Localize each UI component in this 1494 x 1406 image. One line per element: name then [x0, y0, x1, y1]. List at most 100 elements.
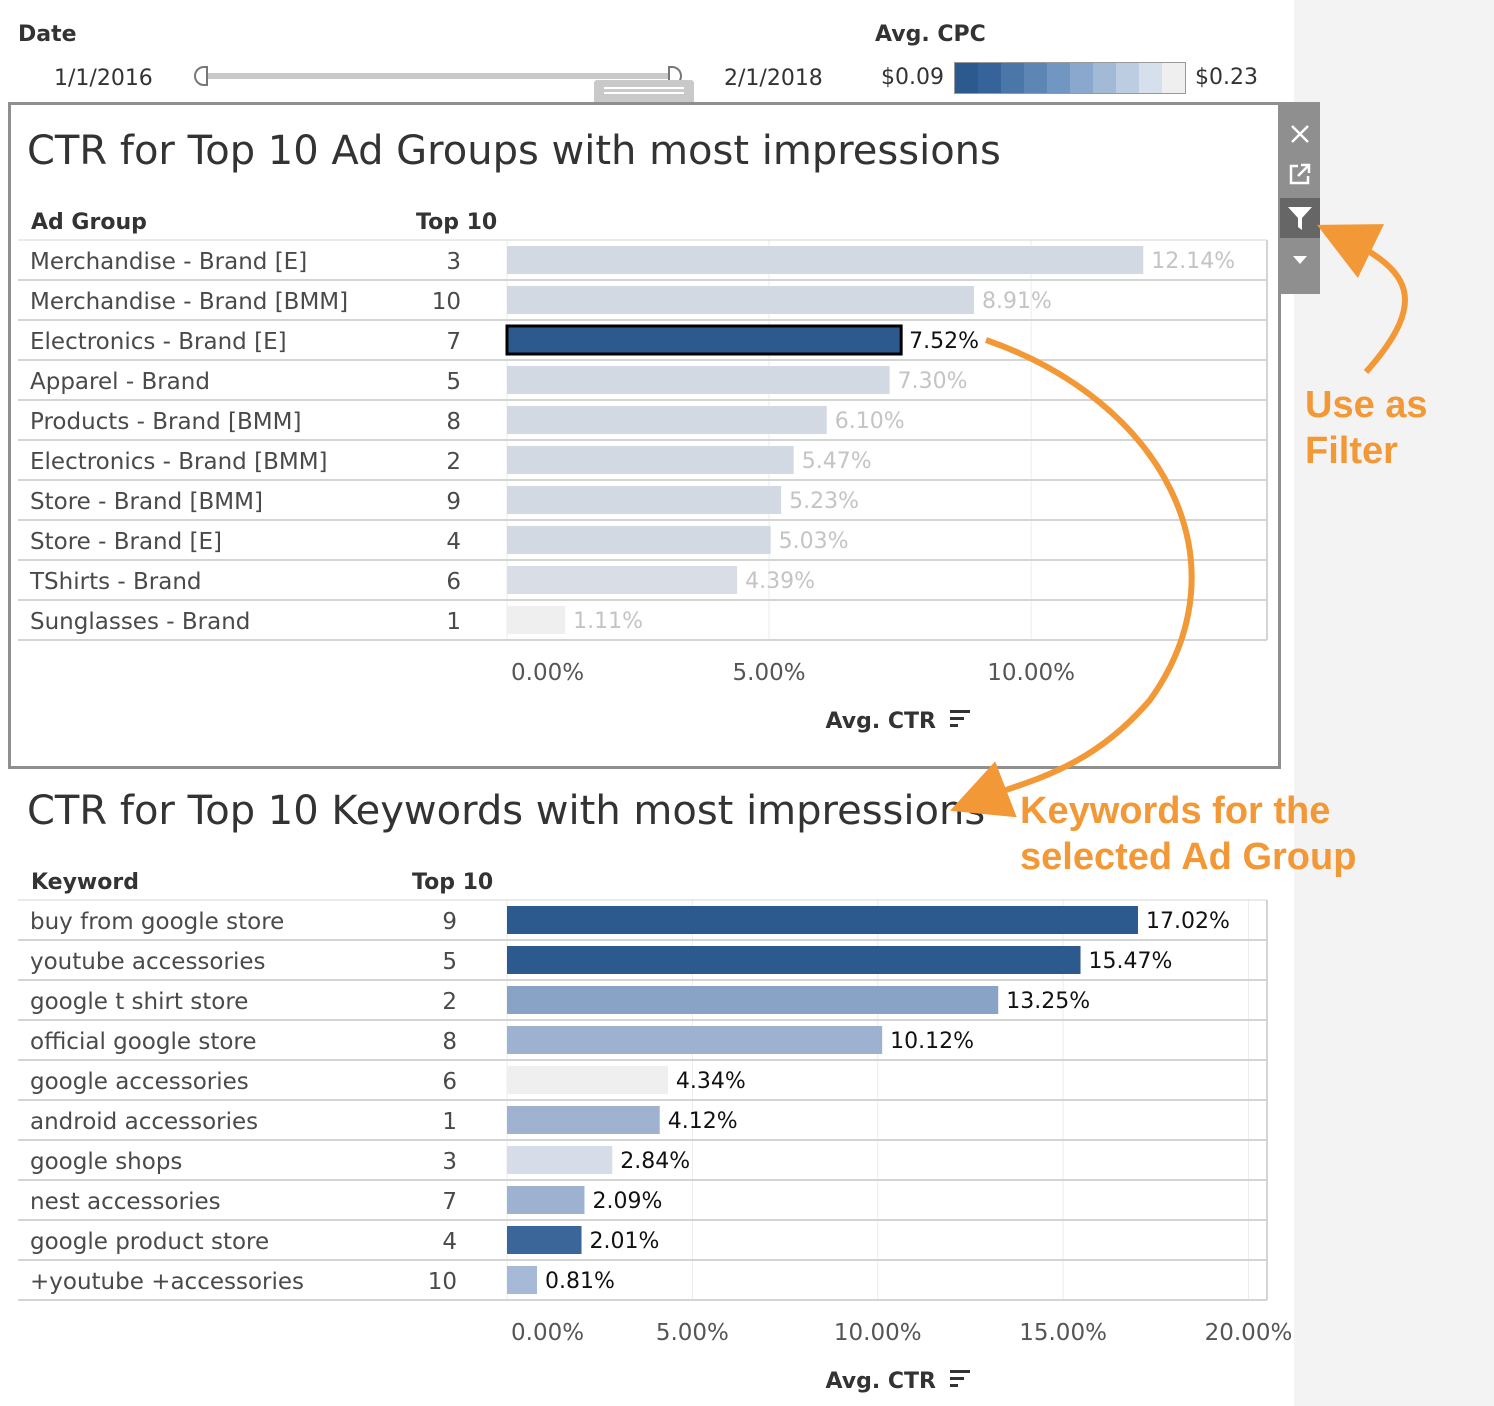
bar [507, 1186, 585, 1214]
use-as-filter-annotation: Use as Filter [1305, 382, 1428, 474]
row-label: google product store [30, 1229, 269, 1255]
rank-value: 7 [442, 1189, 457, 1215]
bar [507, 1066, 668, 1094]
data-label: 4.34% [676, 1069, 746, 1094]
cpc-legend-min: $0.09 [881, 65, 944, 90]
rank-value: 4 [446, 529, 461, 555]
filter-icon[interactable] [1280, 198, 1320, 238]
data-label: 2.09% [592, 1189, 662, 1214]
rank-value: 10 [432, 289, 461, 315]
data-label: 2.84% [620, 1149, 690, 1174]
data-label: 1.11% [573, 609, 643, 634]
data-label: 10.12% [890, 1029, 974, 1054]
row-label: google shops [30, 1149, 182, 1175]
bar[interactable] [505, 324, 903, 356]
x-axis-title: Avg. CTR [826, 709, 937, 734]
cpc-legend-swatch [955, 63, 978, 93]
rank-value: 2 [446, 449, 461, 475]
rank-value: 3 [442, 1149, 457, 1175]
bar [507, 946, 1081, 974]
data-label: 5.23% [789, 489, 859, 514]
keyword-chart-title: CTR for Top 10 Keywords with most impres… [27, 788, 986, 834]
row-label: TShirts - Brand [29, 569, 202, 595]
keyword-column-header[interactable]: Keyword [31, 870, 139, 895]
bar [507, 486, 782, 514]
bar [507, 1226, 582, 1254]
cpc-legend-swatch [1024, 63, 1047, 93]
data-label: 2.01% [590, 1229, 660, 1254]
bar [507, 606, 566, 634]
bar [507, 366, 890, 394]
keyword-rank-header[interactable]: Top 10 [412, 870, 494, 895]
data-label: 17.02% [1146, 909, 1230, 934]
slider-grip-icon[interactable] [594, 80, 694, 102]
keywords-annotation: Keywords for the selected Ad Group [1020, 788, 1356, 880]
bar [507, 446, 794, 474]
rank-value: 9 [446, 489, 461, 515]
bar [507, 1266, 538, 1294]
data-label: 12.14% [1151, 249, 1235, 274]
ad-group-chart-title: CTR for Top 10 Ad Groups with most impre… [27, 128, 1001, 174]
data-label: 8.91% [982, 289, 1052, 314]
x-tick-label: 5.00% [656, 1320, 729, 1346]
rank-value: 3 [446, 249, 461, 275]
data-label: 5.47% [802, 449, 872, 474]
data-label: 0.81% [545, 1269, 615, 1294]
sort-icon [950, 1384, 958, 1387]
row-label: Store - Brand [E] [30, 529, 222, 555]
popout-icon[interactable] [1280, 154, 1320, 194]
data-label: 15.47% [1089, 949, 1173, 974]
row-label: nest accessories [30, 1189, 221, 1215]
cpc-legend-swatch [1162, 63, 1185, 93]
bar [507, 406, 827, 434]
cpc-legend-swatch [1070, 63, 1093, 93]
bar [507, 246, 1144, 274]
sort-icon [950, 724, 958, 727]
rank-value: 10 [428, 1269, 457, 1295]
cpc-legend-swatch [1116, 63, 1139, 93]
sort-icon [950, 1377, 964, 1380]
date-range-slider[interactable] [203, 73, 677, 79]
rank-value: 1 [446, 609, 461, 635]
cpc-legend-swatch [1001, 63, 1024, 93]
close-icon[interactable] [1280, 114, 1320, 154]
rank-value: 1 [442, 1109, 457, 1135]
sort-icon [950, 717, 964, 720]
row-label: Merchandise - Brand [E] [30, 249, 307, 275]
x-tick-label: 5.00% [733, 660, 806, 686]
data-label: 4.12% [668, 1109, 738, 1134]
x-tick-label: 15.00% [1019, 1320, 1107, 1346]
date-filter-label: Date [18, 22, 77, 47]
cpc-legend-swatch [978, 63, 1001, 93]
row-label: Electronics - Brand [BMM] [30, 449, 328, 475]
x-tick-label: 0.00% [511, 660, 584, 686]
data-label: 5.03% [779, 529, 849, 554]
ad-group-rank-header[interactable]: Top 10 [416, 210, 498, 235]
row-label: +youtube +accessories [30, 1269, 304, 1295]
bar [507, 906, 1138, 934]
bar [507, 986, 999, 1014]
rank-value: 8 [442, 1029, 457, 1055]
row-label: Products - Brand [BMM] [30, 409, 301, 435]
data-label: 7.30% [898, 369, 968, 394]
annotation-line: selected Ad Group [1020, 836, 1357, 878]
row-label: buy from google store [30, 909, 284, 935]
data-label: 4.39% [745, 569, 815, 594]
cpc-legend-swatch [1139, 63, 1162, 93]
dropdown-arrow-icon[interactable] [1280, 240, 1320, 280]
row-label: youtube accessories [30, 949, 265, 975]
annotation-line: Keywords for the [1020, 790, 1331, 832]
bar [507, 286, 975, 314]
ad-group-column-header[interactable]: Ad Group [31, 210, 147, 235]
rank-value: 5 [446, 369, 461, 395]
cpc-legend-title: Avg. CPC [875, 22, 986, 47]
bar [507, 1026, 883, 1054]
annotation-line: Filter [1305, 430, 1398, 472]
date-slider-start-handle[interactable] [194, 66, 208, 86]
x-tick-label: 10.00% [834, 1320, 922, 1346]
sort-icon [950, 710, 970, 713]
date-end-value: 2/1/2018 [724, 66, 823, 91]
cpc-legend-max: $0.23 [1195, 65, 1258, 90]
